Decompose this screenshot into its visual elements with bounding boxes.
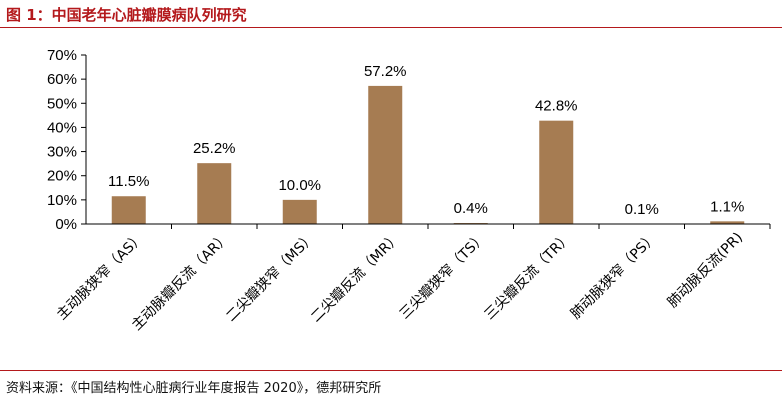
bar: [197, 163, 232, 224]
y-tick-label: 70%: [47, 47, 77, 64]
y-tick-label: 20%: [47, 168, 77, 185]
bar: [539, 120, 574, 224]
bar: [111, 196, 146, 224]
x-category-label: 肺动脉狭窄（PS）: [567, 229, 661, 323]
data-label: 11.5%: [108, 173, 149, 190]
x-category-label: 三尖瓣反流（TR）: [482, 230, 576, 324]
bar-chart: 0% 10% 20% 30% 40% 50% 60% 70% 11.5% 25.2% 10.0% 5…: [47, 47, 771, 334]
data-label: 57.2%: [364, 63, 407, 80]
data-labels: 11.5% 25.2% 10.0% 57.2% 0.4% 42.8% 0.1% 1.1%: [108, 63, 744, 218]
y-tick-label: 50%: [47, 95, 77, 112]
x-category-label: 主动脉狭窄（AS）: [53, 229, 147, 323]
source-note: 资料来源：《中国结构性心脏病行业年度报告 2020》，德邦研究所: [6, 381, 382, 396]
data-label: 0.1%: [625, 201, 659, 218]
data-label: 0.4%: [454, 200, 488, 217]
bars: [111, 85, 745, 225]
y-tick-label: 40%: [47, 119, 77, 136]
data-label: 42.8%: [535, 98, 578, 115]
bar: [710, 221, 745, 224]
y-tick-label: 60%: [47, 71, 77, 88]
x-category-label: 二尖瓣反流（MR）: [308, 230, 404, 326]
data-label: 1.1%: [710, 198, 744, 215]
x-category-label: 三尖瓣狭窄（TS）: [396, 229, 490, 323]
bar: [368, 85, 403, 224]
chart-title: 图 1：中国老年心脏瓣膜病队列研究: [6, 6, 247, 24]
title-divider: [0, 27, 782, 28]
y-tick-label: 0%: [55, 216, 77, 233]
x-category-label: 肺动脉反流(PR): [665, 230, 746, 311]
y-tick-label: 10%: [47, 192, 77, 209]
bar: [282, 199, 317, 224]
x-category-label: 二尖瓣狭窄（MS）: [222, 229, 318, 325]
y-tick-label: 30%: [47, 144, 77, 161]
y-axis: 0% 10% 20% 30% 40% 50% 60% 70%: [47, 47, 87, 233]
footer-divider: [0, 370, 782, 371]
x-category-label: 主动脉瓣反流（AR）: [129, 230, 233, 334]
x-axis: 主动脉狭窄（AS）主动脉瓣反流（AR）二尖瓣狭窄（MS）二尖瓣反流（MR）三尖瓣…: [53, 223, 771, 334]
data-label: 25.2%: [193, 140, 236, 157]
data-label: 10.0%: [278, 177, 321, 194]
